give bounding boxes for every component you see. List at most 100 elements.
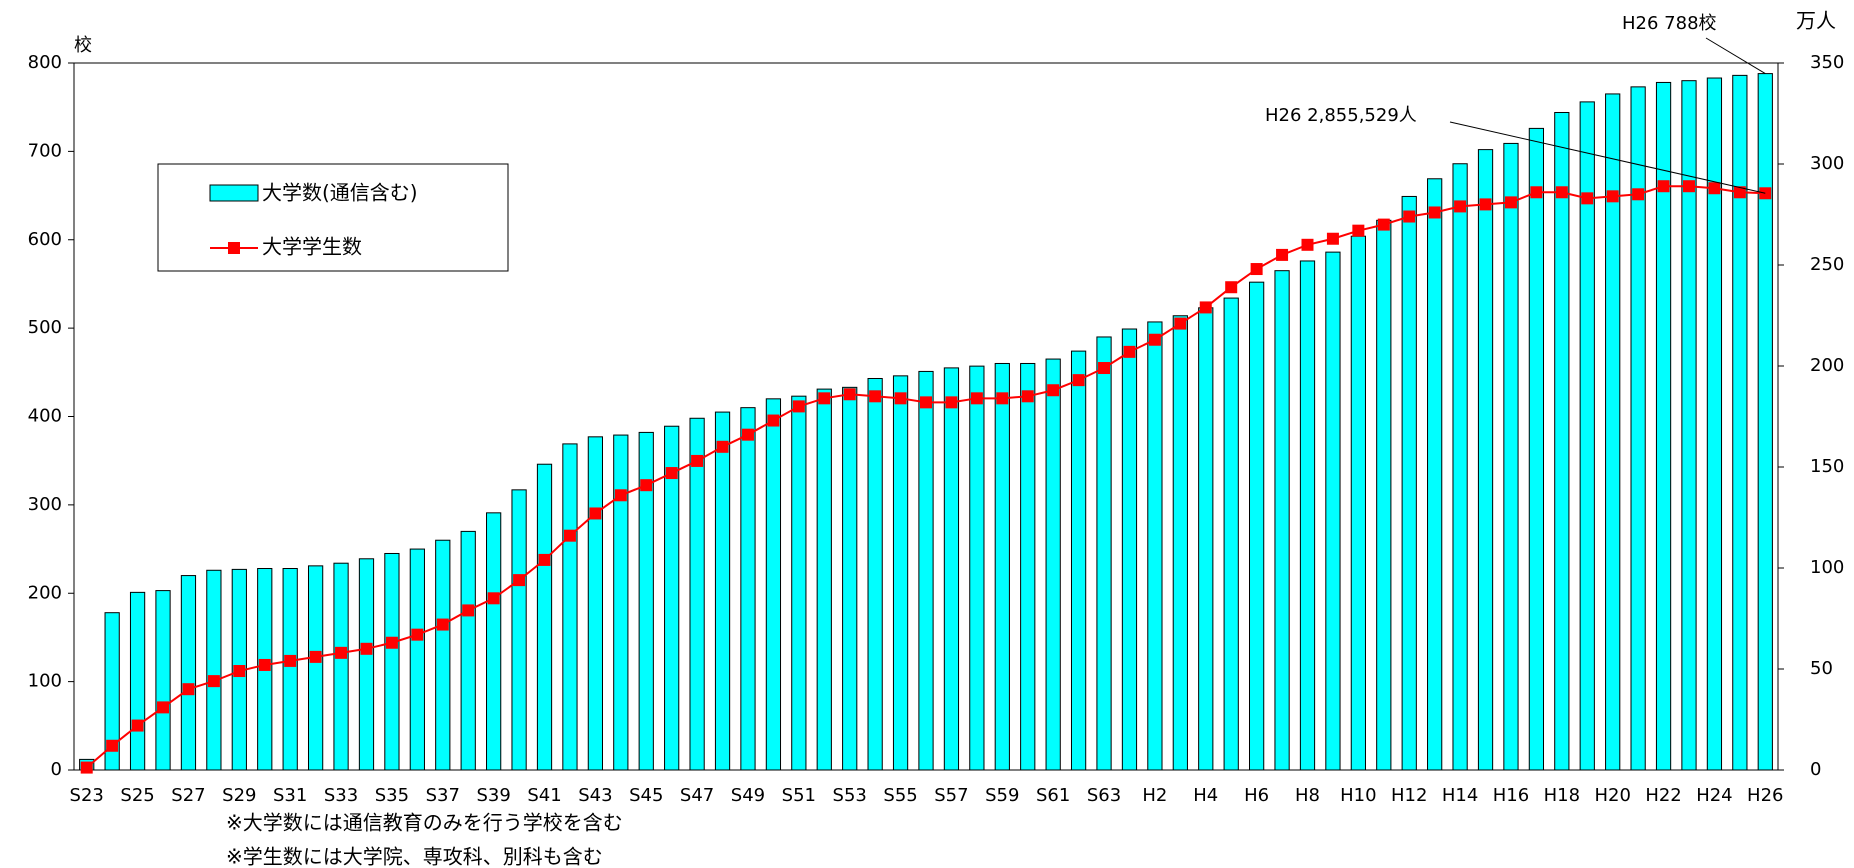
marker: [1504, 196, 1517, 209]
x-tick-label: S45: [629, 785, 663, 806]
x-tick-label: H18: [1544, 785, 1580, 806]
y2-tick-label: 250: [1810, 254, 1844, 275]
marker: [1250, 263, 1263, 276]
y2-tick-label: 0: [1810, 759, 1821, 780]
bar: [1655, 81, 1672, 771]
bar: [867, 377, 883, 771]
marker: [716, 440, 729, 453]
bar: [765, 398, 782, 771]
bar: [155, 590, 171, 771]
bar: [1274, 270, 1290, 771]
marker: [996, 392, 1009, 405]
marker: [233, 665, 246, 678]
marker: [1098, 362, 1111, 375]
y2-tick-label: 50: [1810, 658, 1833, 679]
x-tick-label: H8: [1295, 785, 1320, 806]
bar: [460, 530, 476, 771]
bar: [1477, 149, 1494, 771]
x-tick-label: S37: [426, 785, 460, 806]
x-tick-label: H22: [1645, 785, 1681, 806]
x-tick-label: H20: [1594, 785, 1630, 806]
marker: [284, 654, 297, 667]
y2-tick-label: 300: [1810, 153, 1844, 174]
marker: [1708, 182, 1721, 195]
bar: [689, 417, 705, 771]
marker: [1606, 190, 1619, 203]
bar: [206, 569, 222, 771]
bar: [435, 539, 451, 771]
marker: [1530, 186, 1543, 199]
bar: [409, 548, 425, 771]
y-tick-label: 500: [28, 317, 62, 338]
y-tick-label: 700: [28, 140, 62, 161]
x-tick-label: S31: [273, 785, 307, 806]
x-tick-label: S49: [731, 785, 765, 806]
marker: [1733, 186, 1746, 199]
y2-tick-label: 100: [1810, 557, 1844, 578]
marker: [767, 414, 780, 427]
marker: [309, 650, 322, 663]
y-tick-label: 100: [28, 671, 62, 692]
x-tick-label: H26: [1747, 785, 1783, 806]
marker: [360, 642, 373, 655]
x-tick-label: S29: [222, 785, 256, 806]
bar: [1554, 111, 1570, 771]
x-tick-label: S61: [1036, 785, 1070, 806]
bar: [511, 489, 527, 771]
bar: [994, 362, 1010, 771]
x-tick-label: H16: [1493, 785, 1529, 806]
bar: [1732, 74, 1748, 771]
marker: [792, 400, 805, 413]
bar: [816, 388, 832, 771]
bar: [664, 425, 680, 771]
legend-marker: [228, 242, 240, 254]
bar: [1630, 86, 1646, 771]
marker: [1454, 200, 1467, 213]
x-tick-label: S53: [833, 785, 867, 806]
marker: [1301, 238, 1314, 251]
bar: [1427, 178, 1443, 771]
bar: [1121, 328, 1138, 771]
marker: [1377, 218, 1390, 231]
marker: [385, 636, 398, 649]
bar: [1528, 127, 1545, 771]
bar: [587, 436, 603, 771]
marker: [1682, 180, 1695, 193]
y-tick-label: 300: [28, 494, 62, 515]
legend-label: 大学学生数: [262, 235, 362, 259]
y2-tick-label: 350: [1810, 52, 1844, 73]
marker: [1072, 374, 1085, 387]
marker: [614, 489, 627, 502]
x-tick-label: S51: [782, 785, 816, 806]
marker: [487, 592, 500, 605]
bar: [282, 568, 298, 771]
marker: [411, 628, 424, 641]
bar: [1401, 195, 1417, 771]
marker: [1479, 198, 1492, 211]
x-tick-label: S63: [1087, 785, 1121, 806]
marker: [589, 507, 602, 520]
bar: [1223, 297, 1239, 771]
x-tick-label: S35: [375, 785, 409, 806]
bar: [1147, 321, 1163, 771]
x-tick-label: S23: [70, 785, 104, 806]
marker: [691, 454, 704, 467]
marker: [818, 392, 831, 405]
bar: [613, 434, 629, 771]
marker: [894, 392, 907, 405]
bar: [791, 395, 807, 771]
marker: [157, 701, 170, 714]
bar: [1045, 358, 1061, 771]
bar: [1706, 77, 1723, 771]
bar: [384, 552, 400, 771]
marker: [1021, 390, 1034, 403]
marker: [945, 396, 958, 409]
y2-tick-label: 150: [1810, 456, 1844, 477]
marker: [106, 739, 119, 752]
bar: [1299, 260, 1316, 771]
marker: [640, 479, 653, 492]
leader-line: [1705, 37, 1766, 75]
bar: [180, 575, 197, 771]
bar: [892, 375, 909, 771]
marker: [436, 618, 449, 631]
